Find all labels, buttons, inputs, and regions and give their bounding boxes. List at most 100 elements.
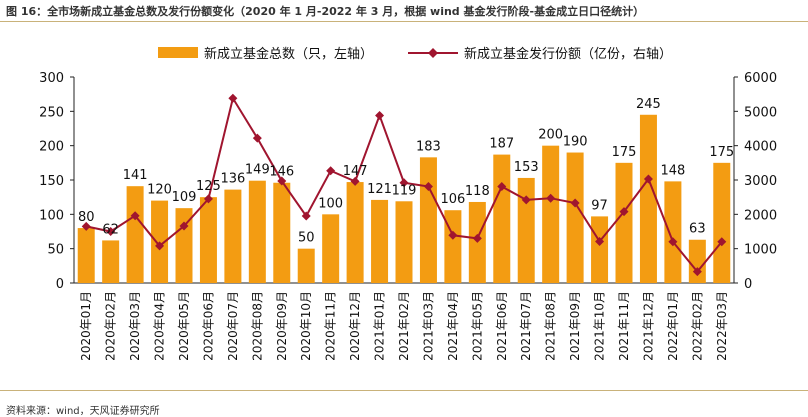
right-tick-label: 3000: [744, 174, 777, 189]
bar-data-label: 120: [147, 183, 172, 198]
bar-data-label: 106: [440, 192, 465, 207]
line-point: [497, 182, 507, 192]
legend-label-line: 新成立基金发行份额（亿份，右轴）: [464, 46, 672, 62]
x-tick-label: 2021年08月: [544, 291, 558, 361]
x-tick-label: 2022年03月: [715, 291, 729, 361]
bar-data-label: 149: [245, 163, 270, 178]
bar: [688, 239, 706, 283]
bar: [297, 248, 315, 283]
bar: [322, 214, 340, 283]
line-point: [81, 221, 91, 231]
bar-data-label: 100: [318, 196, 343, 211]
bar: [639, 114, 657, 284]
bar: [713, 162, 731, 283]
left-tick-label: 250: [39, 105, 64, 120]
bar: [77, 228, 95, 283]
line-point: [717, 237, 727, 247]
left-tick-label: 100: [39, 208, 64, 223]
x-tick-label: 2021年06月: [495, 291, 509, 361]
left-tick-label: 50: [47, 243, 64, 258]
x-tick-label: 2020年12月: [348, 291, 362, 361]
x-tick-label: 2020年02月: [104, 291, 118, 361]
source-note: 资料来源：wind，天风证券研究所: [6, 406, 160, 417]
figure-caption: 图 16：全市场新成立基金总数及发行份额变化（2020 年 1 月-2022 年…: [6, 5, 645, 18]
bar: [248, 180, 266, 283]
line-point: [301, 211, 311, 221]
x-tick-label: 2021年01月: [373, 291, 387, 361]
line-point: [472, 233, 482, 243]
bar-data-label: 136: [220, 172, 245, 187]
x-tick-label: 2021年07月: [519, 291, 533, 361]
x-tick-label: 2020年03月: [128, 291, 142, 361]
bar-data-label: 175: [612, 145, 637, 160]
bar-data-label: 80: [78, 210, 95, 225]
line-point: [326, 166, 336, 176]
x-tick-label: 2020年11月: [324, 291, 338, 361]
line-point: [106, 227, 116, 236]
x-tick-label: 2022年01月: [666, 291, 680, 361]
bar: [664, 181, 682, 283]
bar-data-label: 148: [660, 163, 685, 178]
left-tick-label: 150: [39, 174, 64, 189]
bar: [517, 177, 535, 283]
bar-data-label: 190: [563, 135, 588, 150]
bar: [126, 186, 144, 283]
line-point: [228, 93, 238, 103]
line-point: [546, 193, 556, 203]
x-tick-label: 2020年04月: [153, 291, 167, 361]
bar-data-label: 97: [591, 198, 608, 213]
bar: [175, 208, 193, 283]
bar: [542, 145, 560, 283]
bar-data-label: 63: [689, 222, 706, 237]
left-tick-label: 200: [39, 140, 64, 155]
x-tick-label: 2021年03月: [421, 291, 435, 361]
bar: [419, 157, 437, 283]
x-tick-label: 2022年02月: [690, 291, 704, 361]
bar: [346, 182, 364, 283]
line-point: [423, 182, 433, 192]
bar-data-label: 183: [416, 139, 441, 154]
x-tick-label: 2021年02月: [397, 291, 411, 361]
line-point: [277, 176, 287, 186]
right-tick-label: 6000: [744, 71, 777, 86]
x-tick-label: 2020年09月: [275, 291, 289, 361]
bar-data-label: 146: [269, 165, 294, 180]
bar: [444, 210, 462, 283]
bottom-rule: [0, 390, 808, 391]
bar: [199, 197, 217, 283]
x-tick-label: 2021年09月: [568, 291, 582, 361]
line-point: [570, 198, 580, 208]
legend-label-bar: 新成立基金总数（只，左轴）: [204, 46, 373, 62]
line-point: [252, 133, 262, 143]
legend-swatch-marker: [428, 48, 438, 58]
x-tick-label: 2020年10月: [299, 291, 313, 361]
bar-data-label: 245: [636, 97, 661, 112]
x-tick-label: 2020年05月: [177, 291, 191, 361]
right-tick-label: 0: [744, 277, 752, 292]
bar-data-label: 125: [196, 179, 221, 194]
left-tick-label: 0: [56, 277, 64, 292]
right-tick-label: 1000: [744, 243, 777, 258]
bar: [273, 182, 291, 283]
bar-data-label: 62: [102, 222, 119, 237]
line-point: [203, 194, 213, 204]
line-point: [643, 174, 653, 184]
line-point: [595, 236, 605, 246]
bar: [493, 154, 511, 283]
line-point: [155, 241, 165, 251]
line-point: [668, 237, 678, 247]
bar: [224, 189, 242, 283]
line-point: [692, 267, 702, 277]
x-tick-label: 2020年06月: [201, 291, 215, 361]
bar: [615, 162, 633, 283]
bar-data-label: 109: [172, 190, 197, 205]
x-tick-label: 2021年12月: [641, 291, 655, 361]
top-rule: [0, 21, 808, 22]
line-point: [399, 178, 409, 188]
bar-data-label: 141: [123, 168, 148, 183]
bar: [102, 240, 120, 283]
bar-data-label: 121: [367, 182, 392, 197]
bar: [566, 152, 584, 283]
bar-data-label: 187: [489, 137, 514, 152]
bar: [371, 199, 389, 283]
